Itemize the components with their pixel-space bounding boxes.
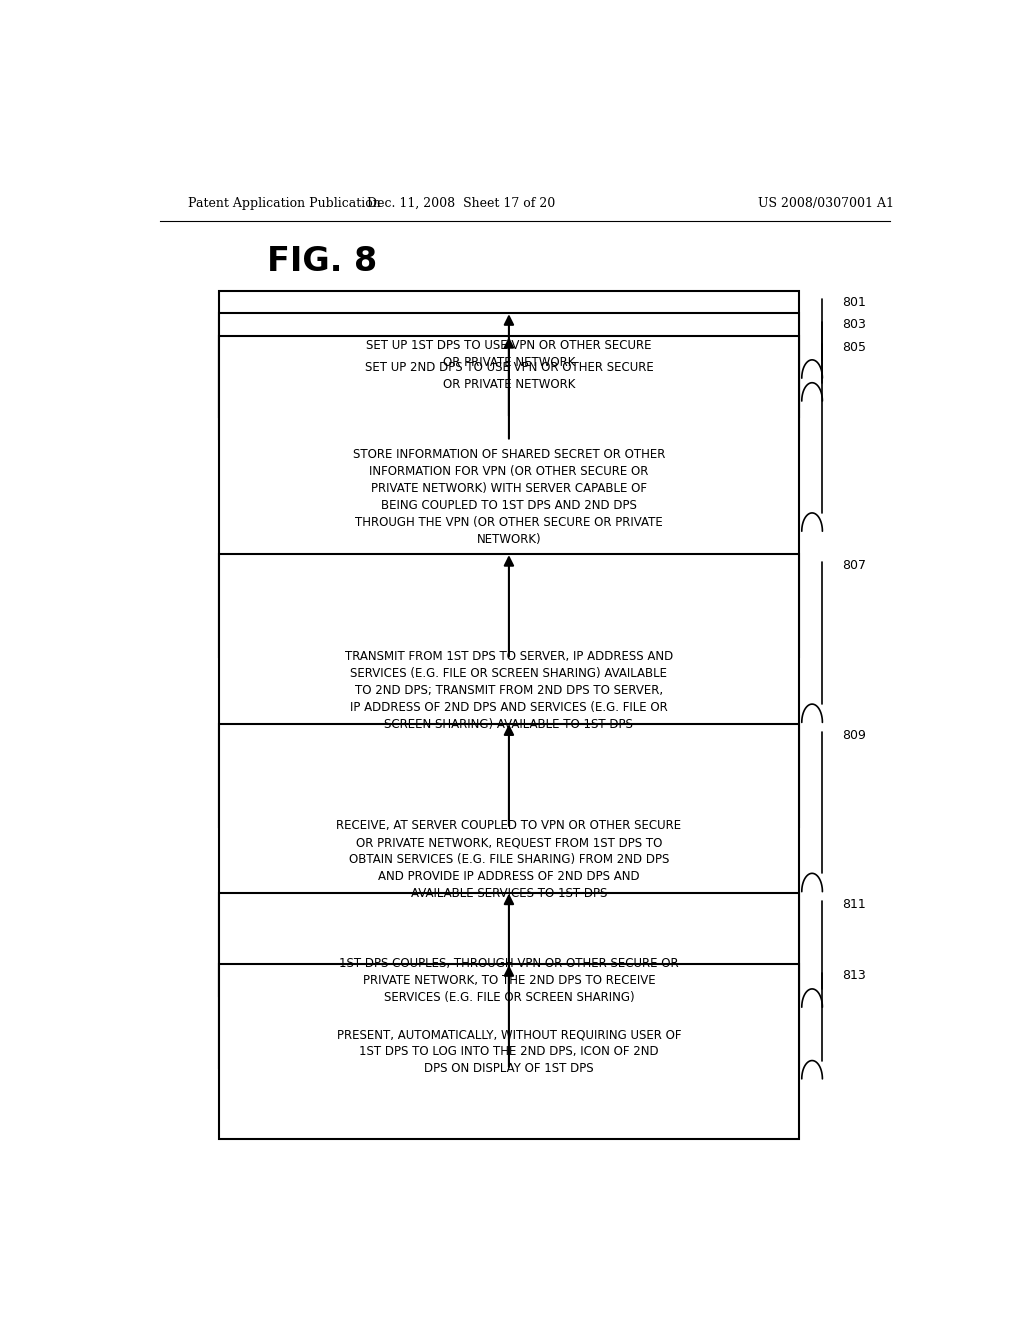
- Text: TRANSMIT FROM 1ST DPS TO SERVER, IP ADDRESS AND
SERVICES (E.G. FILE OR SCREEN SH: TRANSMIT FROM 1ST DPS TO SERVER, IP ADDR…: [345, 649, 673, 731]
- Text: STORE INFORMATION OF SHARED SECRET OR OTHER
INFORMATION FOR VPN (OR OTHER SECURE: STORE INFORMATION OF SHARED SECRET OR OT…: [352, 447, 666, 546]
- Text: PRESENT, AUTOMATICALLY, WITHOUT REQUIRING USER OF
1ST DPS TO LOG INTO THE 2ND DP: PRESENT, AUTOMATICALLY, WITHOUT REQUIRIN…: [337, 1028, 681, 1076]
- Text: RECEIVE, AT SERVER COUPLED TO VPN OR OTHER SECURE
OR PRIVATE NETWORK, REQUEST FR: RECEIVE, AT SERVER COUPLED TO VPN OR OTH…: [336, 820, 682, 900]
- Bar: [219, 723, 799, 995]
- Text: Patent Application Publication: Patent Application Publication: [187, 197, 380, 210]
- Text: 1ST DPS COUPLES, THROUGH VPN OR OTHER SECURE OR
PRIVATE NETWORK, TO THE 2ND DPS : 1ST DPS COUPLES, THROUGH VPN OR OTHER SE…: [339, 957, 679, 1003]
- Text: 803: 803: [842, 318, 866, 331]
- Text: SET UP 1ST DPS TO USE VPN OR OTHER SECURE
OR PRIVATE NETWORK: SET UP 1ST DPS TO USE VPN OR OTHER SECUR…: [367, 338, 651, 368]
- Bar: [219, 965, 799, 1139]
- Bar: [219, 290, 799, 417]
- Bar: [219, 892, 799, 1068]
- Text: 809: 809: [842, 729, 866, 742]
- Text: 811: 811: [842, 898, 866, 911]
- Bar: [219, 554, 799, 826]
- Text: FIG. 8: FIG. 8: [267, 244, 377, 277]
- Bar: [219, 337, 799, 657]
- Text: SET UP 2ND DPS TO USE VPN OR OTHER SECURE
OR PRIVATE NETWORK: SET UP 2ND DPS TO USE VPN OR OTHER SECUR…: [365, 362, 653, 392]
- Text: 807: 807: [842, 560, 866, 573]
- Text: 801: 801: [842, 296, 866, 309]
- Text: Dec. 11, 2008  Sheet 17 of 20: Dec. 11, 2008 Sheet 17 of 20: [368, 197, 555, 210]
- Text: 805: 805: [842, 342, 866, 354]
- Text: 813: 813: [842, 969, 866, 982]
- Text: US 2008/0307001 A1: US 2008/0307001 A1: [758, 197, 894, 210]
- Bar: [219, 313, 799, 440]
